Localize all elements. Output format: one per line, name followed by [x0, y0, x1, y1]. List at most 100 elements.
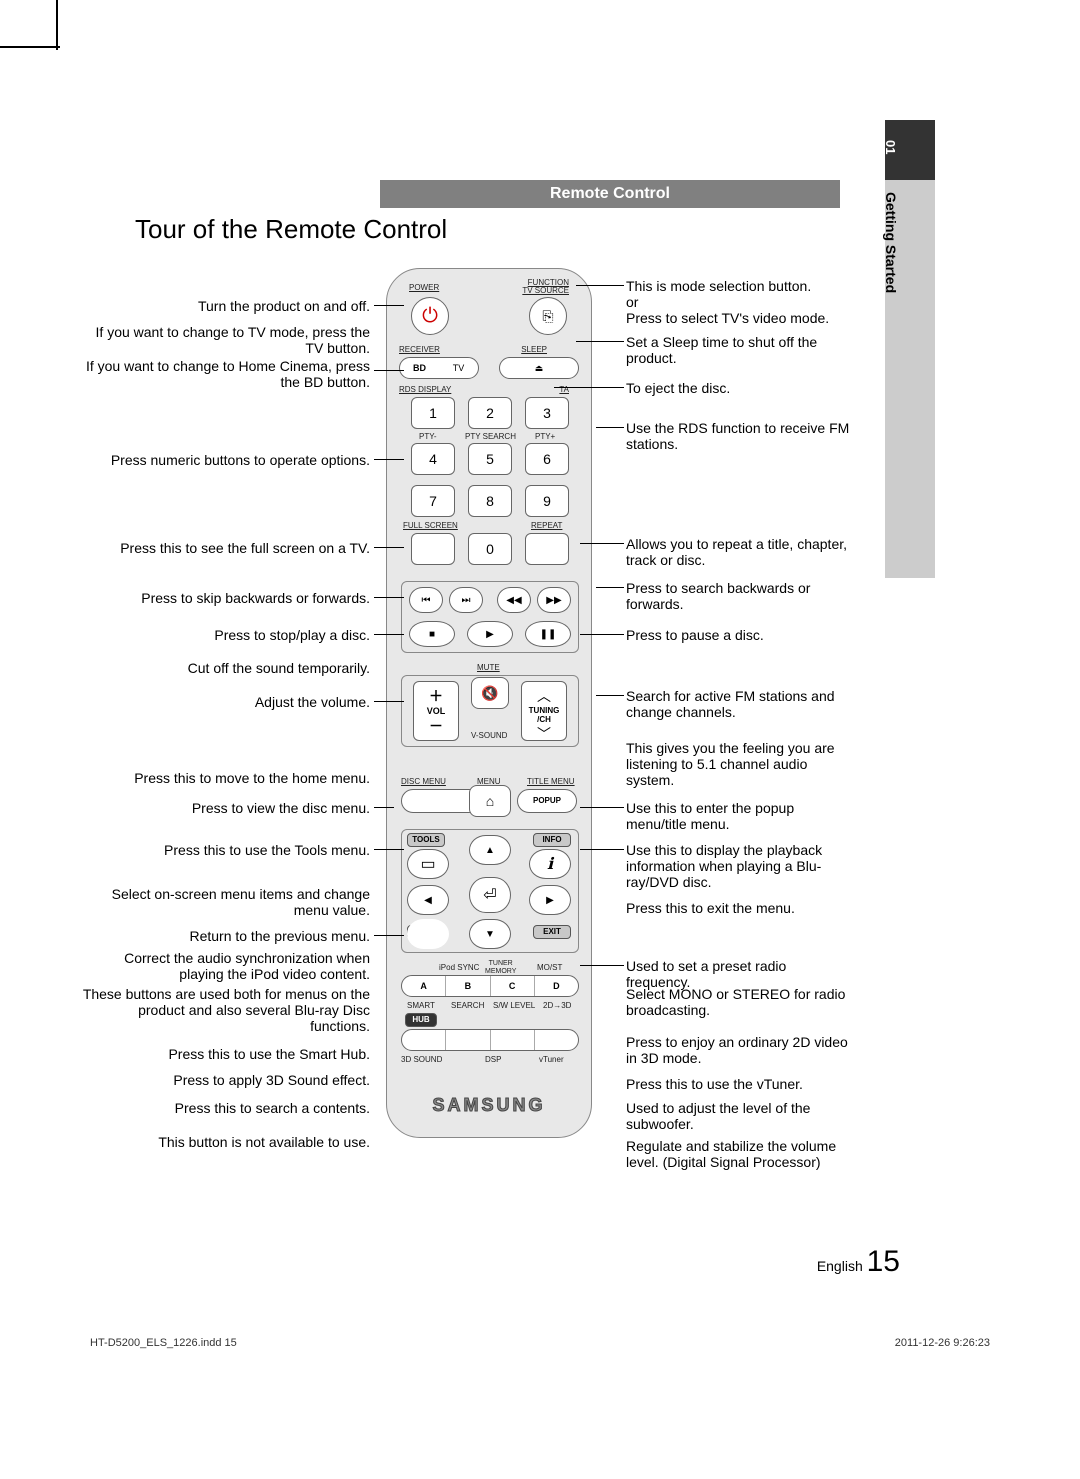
rewind: ◀◀	[497, 587, 531, 613]
remote-diagram: POWER FUNCTIONTV SOURCE ⏻ ⎘ RECEIVER SLE…	[386, 268, 592, 1138]
page-number: English 15	[817, 1245, 900, 1279]
nav-down: ▼	[469, 919, 511, 949]
fullscreen-btn	[411, 533, 455, 565]
abcd-pill: A B C D	[401, 975, 579, 997]
pty-search: PTY SEARCH	[465, 432, 516, 441]
callout-right: Use this to display the playback informa…	[626, 842, 852, 890]
callout-right: To eject the disc.	[626, 380, 852, 396]
3dsound-label: 3D SOUND	[401, 1055, 442, 1064]
vsound-label: V-SOUND	[471, 731, 507, 740]
return-btn	[407, 919, 449, 949]
num-5: 5	[468, 443, 512, 475]
page-title: Tour of the Remote Control	[135, 214, 447, 245]
brand-logo: SAMSUNG	[387, 1095, 591, 1116]
callout-left: Press to skip backwards or forwards.	[76, 590, 370, 606]
callout-right: Press this to exit the menu.	[626, 900, 852, 916]
callout-left: Press this to search a contents.	[76, 1100, 370, 1116]
repeat-label: REPEAT	[531, 521, 562, 530]
callout-right: Set a Sleep time to shut off the product…	[626, 334, 852, 366]
source-button: ⎘	[529, 297, 567, 335]
ipod-label: iPod SYNC	[439, 963, 479, 972]
pty-minus: PTY-	[419, 432, 437, 441]
side-tab: 01 Getting Started	[883, 120, 905, 580]
num-6: 6	[525, 443, 569, 475]
2d3d-label: 2D→3D	[543, 1001, 571, 1010]
nav-enter: ⏎	[469, 877, 511, 913]
popup-btn: POPUP	[517, 789, 577, 813]
bd-tv-pill: BD TV	[399, 357, 479, 379]
callout-left: Press numeric buttons to operate options…	[76, 452, 370, 468]
info-btn: ℹ	[529, 849, 571, 879]
vol-rocker: ＋ VOL －	[413, 681, 459, 741]
bottom-pill	[401, 1029, 579, 1051]
pty-plus: PTY+	[535, 432, 555, 441]
crop-mark	[0, 46, 60, 48]
section-label: Getting Started	[883, 192, 899, 293]
num-0: 0	[468, 533, 512, 565]
callout-right: Search for active FM stations and change…	[626, 688, 852, 720]
num-9: 9	[525, 485, 569, 517]
num-8: 8	[468, 485, 512, 517]
callout-right: Used to adjust the level of the subwoofe…	[626, 1100, 852, 1132]
callout-left: Turn the product on and off.	[76, 298, 370, 314]
dsp-label: DSP	[485, 1055, 501, 1064]
crop-mark	[56, 0, 58, 50]
disc-menu-label: DISC MENU	[401, 777, 446, 786]
callout-left: Adjust the volume.	[76, 694, 370, 710]
most-label: MO/ST	[537, 963, 562, 972]
tools-btn: ▭	[407, 849, 449, 879]
repeat-btn	[525, 533, 569, 565]
callout-right: This is mode selection button.orPress to…	[626, 278, 852, 326]
rds-label: RDS DISPLAY	[399, 385, 451, 394]
swlevel-label: S/W LEVEL	[493, 1001, 535, 1010]
callout-left: Press this to use the Smart Hub.	[76, 1046, 370, 1062]
skip-back: ⏮	[409, 587, 443, 613]
nav-right: ▶	[529, 885, 571, 915]
callout-left: Press to apply 3D Sound effect.	[76, 1072, 370, 1088]
skip-fwd: ⏭	[449, 587, 483, 613]
callout-right: Use the RDS function to receive FM stati…	[626, 420, 852, 452]
callout-left: Press to stop/play a disc.	[76, 627, 370, 643]
callout-left: Correct the audio synchronization when p…	[76, 950, 370, 982]
callout-left: Press this to move to the home menu.	[76, 770, 370, 786]
power-label: POWER	[409, 283, 439, 292]
section-number: 01	[883, 140, 898, 154]
num-1: 1	[411, 397, 455, 429]
mute-btn: 🔇	[471, 677, 509, 709]
receiver-label: RECEIVER	[399, 345, 440, 354]
callout-left: Press this to see the full screen on a T…	[76, 540, 370, 556]
footer-file: HT-D5200_ELS_1226.indd 15	[90, 1337, 237, 1349]
fast-fwd: ▶▶	[537, 587, 571, 613]
callout-right: Regulate and stabilize the volume level.…	[626, 1138, 852, 1170]
callout-right: Use this to enter the popup menu/title m…	[626, 800, 852, 832]
pause-btn: ❚❚	[525, 621, 571, 647]
play-btn: ▶	[467, 621, 513, 647]
callout-left: If you want to change to Home Cinema, pr…	[76, 358, 370, 390]
callout-left: Press to view the disc menu.	[76, 800, 370, 816]
num-4: 4	[411, 443, 455, 475]
callout-left: These buttons are used both for menus on…	[76, 986, 370, 1034]
callout-right: Press this to use the vTuner.	[626, 1076, 852, 1092]
eject-pill: ⏏	[499, 357, 579, 379]
callout-right: Press to pause a disc.	[626, 627, 852, 643]
callout-left: If you want to change to TV mode, press …	[76, 324, 370, 356]
callout-right: This gives you the feeling you are liste…	[626, 740, 852, 788]
callout-left: Press this to use the Tools menu.	[76, 842, 370, 858]
nav-up: ▲	[469, 835, 511, 865]
hub-label: HUB	[405, 1013, 437, 1027]
search-label: SEARCH	[451, 1001, 484, 1010]
sleep-label: SLEEP	[521, 345, 547, 354]
full-screen-label: FULL SCREEN	[403, 521, 458, 530]
num-7: 7	[411, 485, 455, 517]
callout-right: Press to enjoy an ordinary 2D video in 3…	[626, 1034, 852, 1066]
tuner-mem-label: TUNERMEMORY	[485, 959, 516, 975]
num-2: 2	[468, 397, 512, 429]
footer-date: 2011-12-26 9:26:23	[895, 1337, 990, 1349]
tuning-rocker: ︿ TUNING/CH ﹀	[521, 681, 567, 741]
callout-left: Select on-screen menu items and change m…	[76, 886, 370, 918]
smart-label: SMART	[407, 1001, 435, 1010]
callout-right: Allows you to repeat a title, chapter, t…	[626, 536, 852, 568]
home-btn: ⌂	[469, 785, 511, 817]
exit-label: EXIT	[533, 925, 571, 939]
title-menu-label: TITLE MENU	[527, 777, 575, 786]
